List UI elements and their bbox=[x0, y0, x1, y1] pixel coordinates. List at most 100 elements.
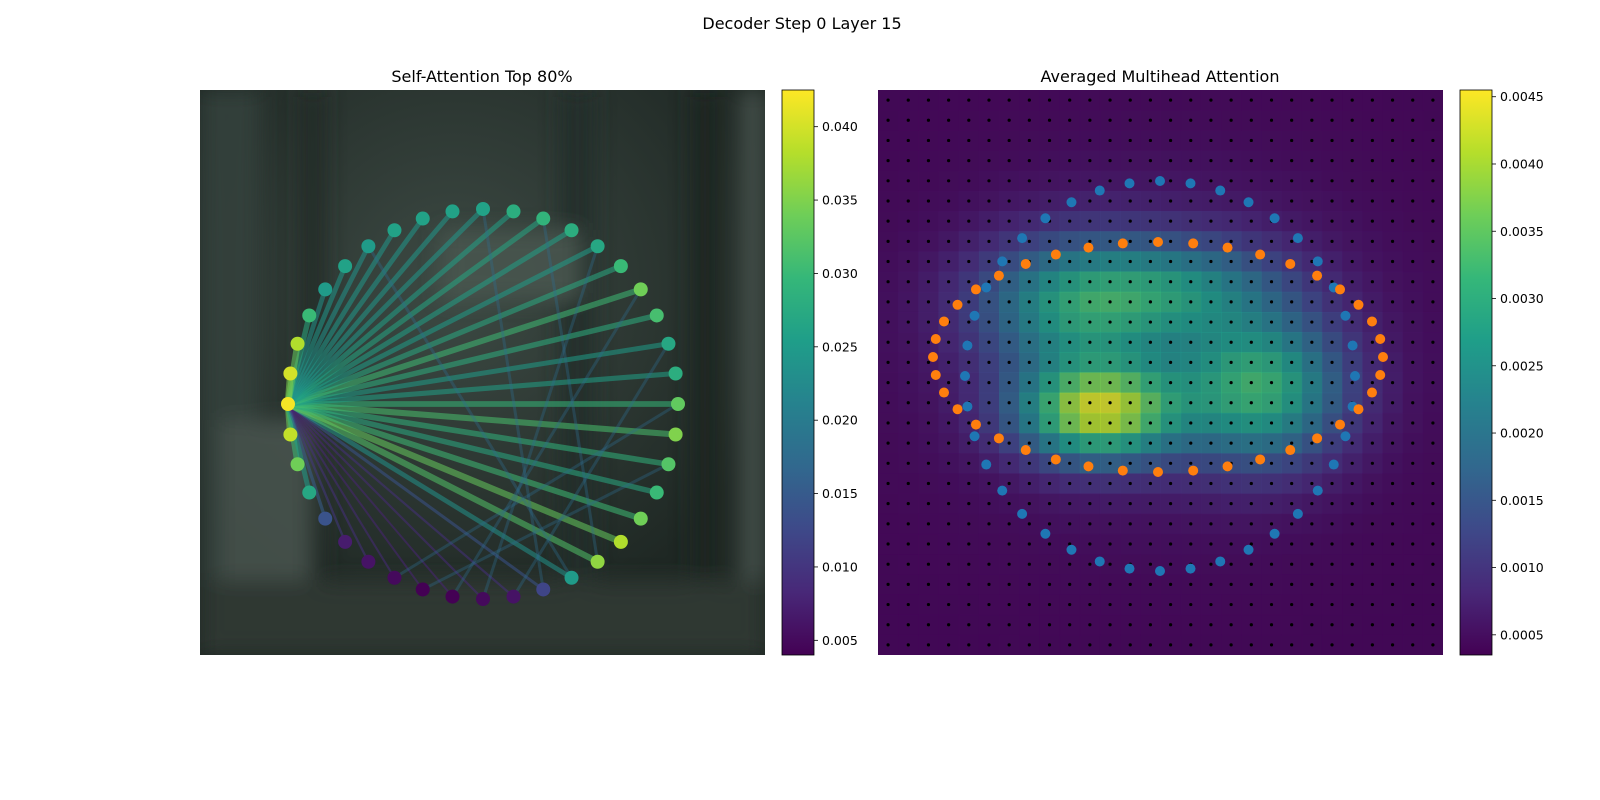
orange-keypoint bbox=[952, 404, 963, 415]
grid-dot bbox=[1108, 340, 1112, 344]
grid-dot bbox=[1047, 138, 1052, 143]
grid-dot bbox=[886, 582, 890, 586]
grid-dot bbox=[1007, 623, 1011, 627]
blue-keypoint bbox=[1017, 233, 1028, 244]
grid-dot bbox=[1269, 179, 1274, 183]
grid-dot bbox=[1350, 421, 1354, 425]
blue-keypoint bbox=[997, 256, 1008, 267]
attention-edge bbox=[285, 341, 671, 407]
blue-keypoint bbox=[1340, 310, 1351, 321]
keypoint-node bbox=[649, 485, 664, 500]
grid-dot bbox=[1088, 138, 1092, 143]
grid-dot bbox=[1047, 421, 1052, 425]
blue-keypoint bbox=[1292, 233, 1303, 244]
keypoint-node bbox=[290, 457, 305, 472]
orange-keypoint bbox=[939, 316, 950, 327]
grid-dot bbox=[1047, 643, 1052, 647]
grid-dot bbox=[1390, 340, 1395, 344]
grid-dot bbox=[1310, 421, 1314, 425]
blue-keypoint bbox=[1094, 556, 1105, 567]
orange-keypoint bbox=[930, 369, 941, 380]
keypoint-node bbox=[536, 211, 551, 226]
grid-dot bbox=[1168, 461, 1173, 465]
grid-dot bbox=[1068, 219, 1072, 223]
orange-keypoint bbox=[1222, 461, 1233, 472]
grid-dot bbox=[1168, 340, 1173, 344]
grid-dot bbox=[1209, 461, 1213, 465]
grid-dot bbox=[1027, 542, 1031, 546]
grid-dot bbox=[987, 562, 991, 566]
grid-dot bbox=[1370, 179, 1374, 183]
grid-dot bbox=[1431, 602, 1435, 607]
grid-dot bbox=[1411, 582, 1415, 586]
blue-keypoint bbox=[1243, 544, 1254, 555]
grid-dot bbox=[1431, 320, 1435, 324]
grid-dot bbox=[1047, 542, 1052, 546]
grid-dot bbox=[1007, 259, 1011, 264]
grid-dot bbox=[1310, 461, 1314, 465]
grid-dot bbox=[1290, 602, 1294, 607]
grid-dot bbox=[1249, 98, 1253, 102]
grid-dot bbox=[1168, 259, 1173, 264]
grid-dot bbox=[1269, 360, 1274, 365]
grid-dot bbox=[1330, 481, 1334, 486]
grid-dot bbox=[886, 219, 890, 223]
grid-dot bbox=[1189, 441, 1193, 445]
grid-dot bbox=[1330, 179, 1334, 183]
grid-dot bbox=[906, 421, 910, 425]
grid-dot bbox=[1310, 259, 1314, 264]
self-attention-colorbar-tick-label: 0.035 bbox=[822, 193, 858, 208]
grid-dot bbox=[1027, 199, 1031, 203]
grid-dot bbox=[1128, 623, 1132, 627]
orange-keypoint bbox=[1188, 465, 1199, 476]
multihead-attention-colorbar: 0.0005 0.0010 0.0015 0.0020 0.0025 0.0030 0.00… bbox=[1459, 89, 1544, 656]
grid-dot bbox=[1088, 481, 1092, 486]
grid-dot bbox=[1431, 562, 1435, 566]
grid-dot bbox=[1350, 643, 1354, 647]
grid-dot bbox=[1330, 502, 1334, 506]
grid-dot bbox=[1390, 98, 1395, 102]
grid-dot bbox=[906, 602, 910, 607]
grid-dot bbox=[1350, 199, 1354, 203]
grid-dot bbox=[1088, 401, 1092, 405]
grid-dot bbox=[1370, 380, 1374, 385]
grid-dot bbox=[886, 159, 890, 163]
grid-dot bbox=[1411, 522, 1415, 526]
grid-dot bbox=[1350, 159, 1354, 163]
grid-dot bbox=[947, 138, 951, 143]
grid-dot bbox=[1068, 380, 1072, 385]
grid-dot bbox=[1330, 380, 1334, 385]
grid-dot bbox=[1229, 582, 1233, 586]
grid-dot bbox=[1269, 461, 1274, 465]
grid-dot bbox=[1108, 98, 1112, 102]
grid-dot bbox=[1229, 360, 1233, 365]
grid-dot bbox=[1007, 562, 1011, 566]
grid-dot bbox=[1168, 441, 1173, 445]
grid-dot bbox=[1189, 340, 1193, 344]
grid-dot bbox=[1189, 360, 1193, 365]
grid-dot bbox=[1168, 623, 1173, 627]
grid-dot bbox=[1290, 138, 1294, 143]
grid-dot bbox=[1007, 340, 1011, 344]
attention-edge bbox=[481, 208, 545, 590]
grid-dot bbox=[1269, 259, 1274, 264]
grid-dot bbox=[987, 320, 991, 324]
grid-dot bbox=[1108, 562, 1112, 566]
keypoint-node bbox=[590, 554, 605, 569]
grid-dot bbox=[886, 179, 890, 183]
grid-dot bbox=[1047, 562, 1052, 566]
grid-dot bbox=[1249, 623, 1253, 627]
multihead-colorbar-tick-label: 0.0025 bbox=[1500, 358, 1544, 373]
blue-keypoint bbox=[1328, 459, 1339, 470]
grid-dot bbox=[1027, 421, 1031, 425]
grid-dot bbox=[906, 219, 910, 223]
grid-dot bbox=[1310, 340, 1314, 344]
grid-dot bbox=[926, 219, 931, 223]
grid-dot bbox=[1431, 118, 1435, 122]
keypoint-node bbox=[564, 223, 579, 238]
grid-dot bbox=[886, 522, 890, 526]
grid-dot bbox=[1007, 179, 1011, 183]
grid-dot bbox=[987, 502, 991, 506]
grid-dot bbox=[1411, 259, 1415, 264]
grid-dot bbox=[1088, 179, 1092, 183]
